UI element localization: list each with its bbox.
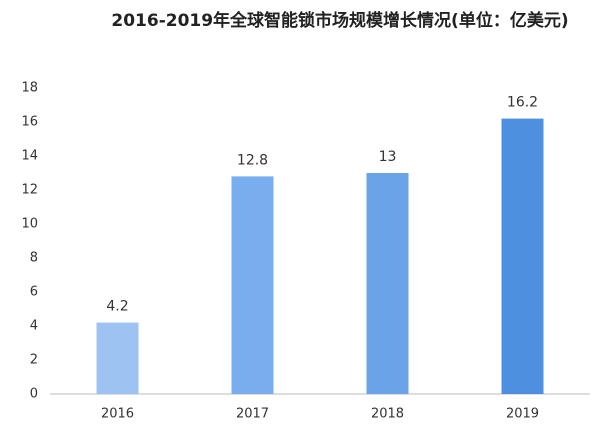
x-tick-label: 2016 <box>101 407 134 422</box>
y-tick-label: 0 <box>30 387 38 402</box>
bar <box>366 173 409 394</box>
bar <box>96 322 139 394</box>
value-label: 12.8 <box>237 152 268 168</box>
y-tick-label: 10 <box>21 217 38 232</box>
y-tick-label: 8 <box>30 251 38 266</box>
value-label: 4.2 <box>106 299 128 315</box>
x-tick-label: 2019 <box>506 407 539 422</box>
x-tick-label: 2018 <box>371 407 404 422</box>
bar <box>231 176 274 394</box>
y-tick-label: 14 <box>21 149 38 164</box>
y-tick-label: 12 <box>21 183 38 198</box>
y-tick-label: 4 <box>30 319 38 334</box>
bar <box>501 118 544 394</box>
y-tick-label: 2 <box>30 353 38 368</box>
value-label: 16.2 <box>507 95 538 111</box>
y-tick-label: 18 <box>21 81 38 96</box>
value-label: 13 <box>379 149 397 165</box>
y-tick-label: 16 <box>21 115 38 130</box>
chart-title: 2016-2019年全球智能锁市场规模增长情况(单位：亿美元) <box>111 11 569 31</box>
y-tick-label: 6 <box>30 285 38 300</box>
x-tick-label: 2017 <box>236 407 269 422</box>
